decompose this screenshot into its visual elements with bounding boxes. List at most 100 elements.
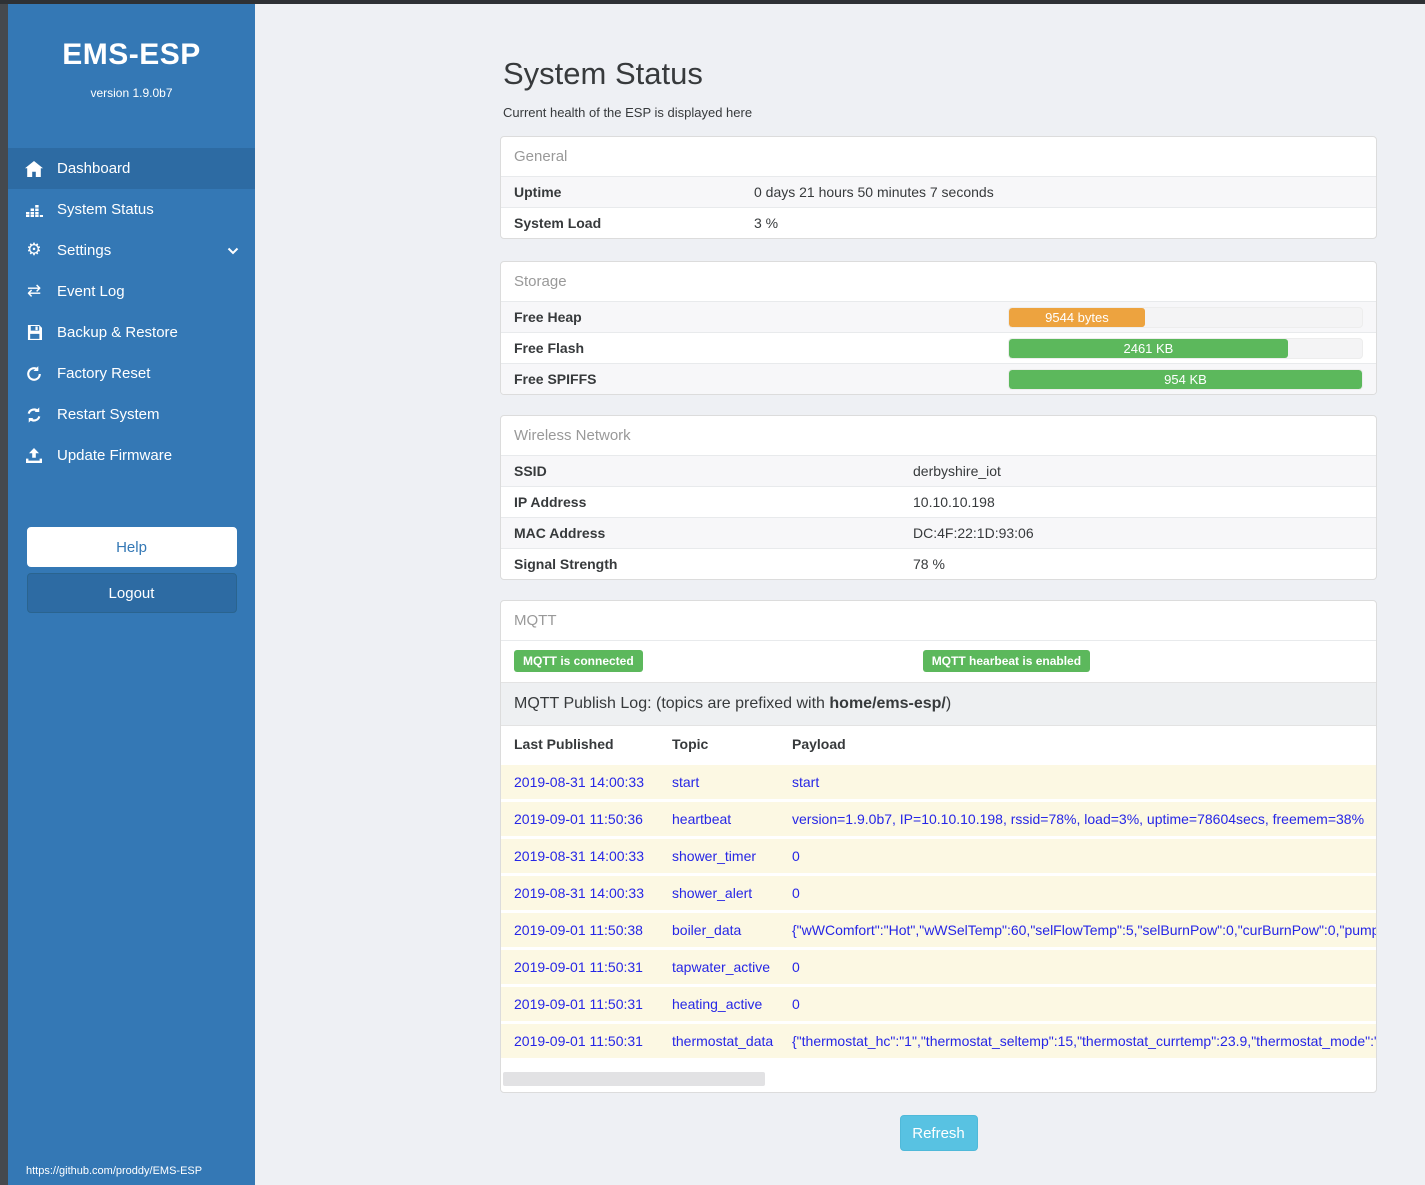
mqtt-publish-log-bar: MQTT Publish Log: (topics are prefixed w… [501, 682, 1376, 726]
mqtt-connected-badge: MQTT is connected [514, 650, 643, 672]
save-icon [22, 325, 46, 340]
wireless-card: Wireless Network SSID derbyshire_iot IP … [500, 415, 1377, 580]
table-row: 2019-09-01 11:50:31 thermostat_data {"th… [501, 1024, 1376, 1058]
storage-card-header: Storage [514, 273, 567, 290]
horizontal-scrollbar-thumb[interactable] [503, 1072, 765, 1086]
log-published: 2019-09-01 11:50:31 [514, 1033, 643, 1049]
log-published: 2019-08-31 14:00:33 [514, 848, 644, 864]
table-row: 2019-08-31 14:00:33 start start [501, 765, 1376, 799]
sidebar-buttons: Help Logout [8, 527, 255, 613]
storage-card: Storage Free Heap 9544 bytes Free Flash … [500, 261, 1377, 395]
mac-address-row: MAC Address DC:4F:22:1D:93:06 [501, 517, 1376, 548]
sidebar-item-restart-system[interactable]: Restart System [8, 394, 255, 435]
wireless-card-header: Wireless Network [514, 427, 631, 444]
help-button[interactable]: Help [26, 527, 237, 567]
chevron-down-icon [227, 247, 239, 255]
uptime-value: 0 days 21 hours 50 minutes 7 seconds [754, 184, 994, 200]
publish-log-topic-prefix: home/ems-esp/ [829, 695, 946, 712]
uptime-label: Uptime [514, 184, 562, 200]
signal-strength-value: 78 % [913, 556, 945, 572]
refresh-button[interactable]: Refresh [899, 1115, 978, 1151]
log-topic: start [672, 774, 700, 790]
general-card-header: General [514, 148, 568, 165]
exchange-icon: ⇄ [26, 281, 42, 301]
mqtt-heartbeat-badge: MQTT hearbeat is enabled [922, 650, 1091, 672]
log-payload: start [792, 774, 820, 790]
mqtt-card: MQTT MQTT is connected MQTT hearbeat is … [500, 600, 1377, 1093]
table-row: 2019-09-01 11:50:31 heating_active 0 [501, 987, 1376, 1021]
github-link[interactable]: https://github.com/proddy/EMS-ESP [26, 1165, 203, 1177]
log-published: 2019-09-01 11:50:36 [514, 811, 643, 827]
signal-strength-label: Signal Strength [514, 556, 618, 572]
sidebar-item-update-firmware[interactable]: Update Firmware [8, 435, 255, 476]
log-published: 2019-09-01 11:50:31 [514, 996, 643, 1012]
log-topic: thermostat_data [672, 1033, 774, 1049]
free-flash-progress-fill: 2461 KB [1009, 338, 1288, 358]
sidebar-item-dashboard[interactable]: Dashboard [8, 148, 255, 189]
mac-address-value: DC:4F:22:1D:93:06 [913, 525, 1034, 541]
sidebar-item-system-status[interactable]: System Status [8, 189, 255, 230]
system-load-label: System Load [514, 215, 602, 231]
undo-icon [22, 365, 46, 382]
sidebar-item-label: Restart System [57, 406, 160, 423]
log-published: 2019-08-31 14:00:33 [514, 885, 644, 901]
log-published: 2019-09-01 11:50:31 [514, 959, 643, 975]
window-left-edge [0, 0, 8, 1185]
gear-icon: ⚙ [26, 240, 42, 260]
publish-log-prefix: MQTT Publish Log: (topics are prefixed w… [514, 695, 830, 712]
ssid-label: SSID [514, 463, 547, 479]
log-topic: heating_active [672, 996, 763, 1012]
system-load-row: System Load 3 % [501, 207, 1376, 238]
sidebar-item-label: Settings [57, 242, 112, 259]
sidebar: EMS-ESP version 1.9.0b7 Dashboard System… [8, 4, 255, 1185]
free-spiffs-row: Free SPIFFS 954 KB [501, 363, 1376, 394]
system-load-value: 3 % [754, 215, 779, 231]
log-payload: 0 [792, 885, 800, 901]
log-payload: 0 [792, 848, 800, 864]
mqtt-badges-row: MQTT is connected MQTT hearbeat is enabl… [501, 640, 1376, 682]
horizontal-scrollbar-track [501, 1066, 1376, 1092]
log-payload: {"thermostat_hc":"1","thermostat_seltemp… [792, 1033, 1376, 1049]
mqtt-log-header-row: Last Published Topic Payload [501, 726, 1376, 762]
free-heap-progress: 9544 bytes [1008, 306, 1363, 328]
sidebar-item-label: Backup & Restore [57, 324, 178, 341]
ip-address-label: IP Address [514, 494, 587, 510]
sidebar-item-backup-restore[interactable]: Backup & Restore [8, 312, 255, 353]
sidebar-nav: Dashboard System Status ⚙ Settings ⇄ Eve… [8, 148, 255, 476]
sidebar-header: EMS-ESP version 1.9.0b7 [8, 4, 255, 100]
ip-address-value: 10.10.10.198 [913, 494, 995, 510]
col-header-last-published: Last Published [514, 736, 614, 752]
logout-button[interactable]: Logout [26, 573, 237, 613]
page-title: System Status [503, 56, 703, 91]
upload-icon [22, 448, 46, 463]
log-published: 2019-09-01 11:50:38 [514, 922, 643, 938]
log-topic: shower_alert [672, 885, 753, 901]
signal-strength-row: Signal Strength 78 % [501, 548, 1376, 579]
chart-icon [22, 202, 46, 217]
log-topic: tapwater_active [672, 959, 771, 975]
sidebar-item-factory-reset[interactable]: Factory Reset [8, 353, 255, 394]
log-topic: boiler_data [672, 922, 742, 938]
free-flash-label: Free Flash [514, 340, 585, 356]
sidebar-item-label: Dashboard [57, 160, 131, 177]
main-area: System Status Current health of the ESP … [255, 4, 1425, 1185]
mqtt-card-header: MQTT [514, 612, 557, 629]
sidebar-item-settings[interactable]: ⚙ Settings [8, 230, 255, 271]
uptime-row: Uptime 0 days 21 hours 50 minutes 7 seco… [501, 176, 1376, 207]
free-spiffs-progress-fill: 954 KB [1009, 369, 1362, 389]
free-flash-progress: 2461 KB [1008, 337, 1363, 359]
mqtt-log-table: Last Published Topic Payload 2019-08-31 … [501, 726, 1376, 1058]
col-header-payload: Payload [792, 736, 846, 752]
sidebar-item-event-log[interactable]: ⇄ Event Log [8, 271, 255, 312]
table-row: 2019-08-31 14:00:33 shower_timer 0 [501, 839, 1376, 873]
app-version: version 1.9.0b7 [90, 86, 173, 100]
col-header-topic: Topic [672, 736, 709, 752]
general-card: General Uptime 0 days 21 hours 50 minute… [500, 136, 1377, 239]
sidebar-item-label: Event Log [57, 283, 125, 300]
mac-address-label: MAC Address [514, 525, 606, 541]
table-row: 2019-09-01 11:50:38 boiler_data {"wWComf… [501, 913, 1376, 947]
free-heap-progress-fill: 9544 bytes [1009, 307, 1145, 327]
free-heap-label: Free Heap [514, 309, 582, 325]
log-topic: heartbeat [672, 811, 732, 827]
refresh-icon [22, 406, 46, 423]
